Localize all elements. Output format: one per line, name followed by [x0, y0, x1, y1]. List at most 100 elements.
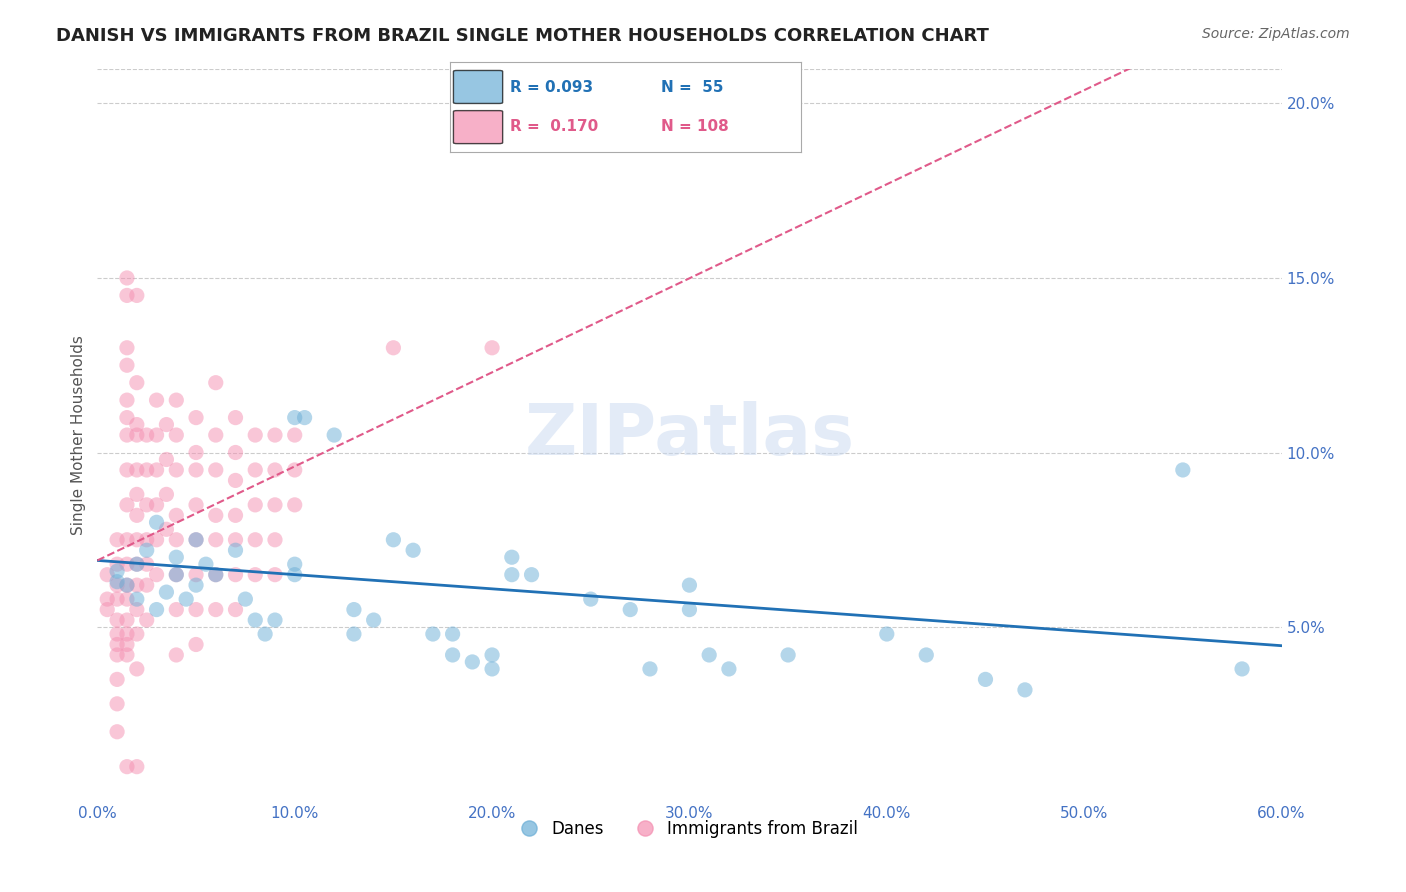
Point: [165, 567, 187, 582]
Point: [115, 759, 138, 773]
Point: [204, 567, 226, 582]
Point: [323, 428, 346, 442]
Point: [224, 445, 246, 459]
Point: [135, 578, 157, 592]
Point: [194, 558, 217, 572]
Point: [96, 602, 118, 616]
Point: [1014, 682, 1036, 697]
Y-axis label: Single Mother Households: Single Mother Households: [72, 335, 86, 535]
Point: [245, 498, 267, 512]
Point: [115, 271, 138, 285]
Point: [382, 533, 405, 547]
Point: [135, 558, 157, 572]
Point: [284, 558, 307, 572]
Point: [245, 533, 267, 547]
Point: [105, 638, 128, 652]
Point: [619, 602, 641, 616]
Point: [115, 393, 138, 408]
Point: [115, 578, 138, 592]
Point: [224, 543, 246, 558]
Point: [284, 498, 307, 512]
Point: [520, 567, 543, 582]
Point: [135, 463, 157, 477]
Point: [876, 627, 898, 641]
Point: [974, 673, 997, 687]
Point: [125, 662, 148, 676]
Point: [135, 498, 157, 512]
Point: [125, 487, 148, 501]
Point: [165, 550, 187, 565]
Point: [125, 592, 148, 607]
Point: [105, 564, 128, 578]
Point: [264, 498, 287, 512]
Point: [105, 673, 128, 687]
Point: [165, 602, 187, 616]
Point: [184, 463, 207, 477]
Point: [422, 627, 444, 641]
Point: [245, 463, 267, 477]
Point: [165, 508, 187, 523]
Point: [145, 567, 167, 582]
Point: [115, 648, 138, 662]
Point: [264, 533, 287, 547]
Text: DANISH VS IMMIGRANTS FROM BRAZIL SINGLE MOTHER HOUSEHOLDS CORRELATION CHART: DANISH VS IMMIGRANTS FROM BRAZIL SINGLE …: [56, 27, 988, 45]
Point: [125, 627, 148, 641]
Point: [245, 428, 267, 442]
Point: [204, 508, 226, 523]
Point: [224, 410, 246, 425]
Point: [135, 543, 157, 558]
Point: [115, 638, 138, 652]
Point: [264, 428, 287, 442]
Point: [1171, 463, 1194, 477]
Point: [579, 592, 602, 607]
Point: [125, 417, 148, 432]
Point: [402, 543, 425, 558]
Point: [165, 648, 187, 662]
Point: [125, 558, 148, 572]
Text: R = 0.093: R = 0.093: [510, 80, 593, 95]
Point: [294, 410, 316, 425]
Point: [284, 567, 307, 582]
Point: [115, 627, 138, 641]
Point: [145, 498, 167, 512]
Point: [343, 627, 366, 641]
Point: [155, 585, 177, 599]
Point: [135, 533, 157, 547]
Point: [145, 428, 167, 442]
Point: [184, 445, 207, 459]
Point: [481, 662, 503, 676]
Point: [224, 567, 246, 582]
Point: [245, 567, 267, 582]
Point: [245, 613, 267, 627]
Point: [264, 613, 287, 627]
Point: [363, 613, 385, 627]
Point: [501, 550, 523, 565]
Point: [204, 567, 226, 582]
Point: [184, 498, 207, 512]
Point: [125, 288, 148, 302]
Point: [224, 533, 246, 547]
Point: [165, 567, 187, 582]
Point: [184, 410, 207, 425]
Point: [224, 508, 246, 523]
Point: [441, 627, 464, 641]
Point: [105, 613, 128, 627]
Point: [125, 759, 148, 773]
Point: [125, 463, 148, 477]
Point: [184, 567, 207, 582]
Point: [165, 428, 187, 442]
Text: R =  0.170: R = 0.170: [510, 120, 598, 134]
Point: [165, 533, 187, 547]
Point: [125, 428, 148, 442]
Point: [638, 662, 661, 676]
Point: [125, 558, 148, 572]
Point: [382, 341, 405, 355]
Point: [184, 533, 207, 547]
Point: [441, 648, 464, 662]
Point: [145, 516, 167, 530]
Point: [105, 574, 128, 589]
Point: [115, 358, 138, 372]
Point: [155, 487, 177, 501]
Point: [284, 410, 307, 425]
Point: [184, 533, 207, 547]
